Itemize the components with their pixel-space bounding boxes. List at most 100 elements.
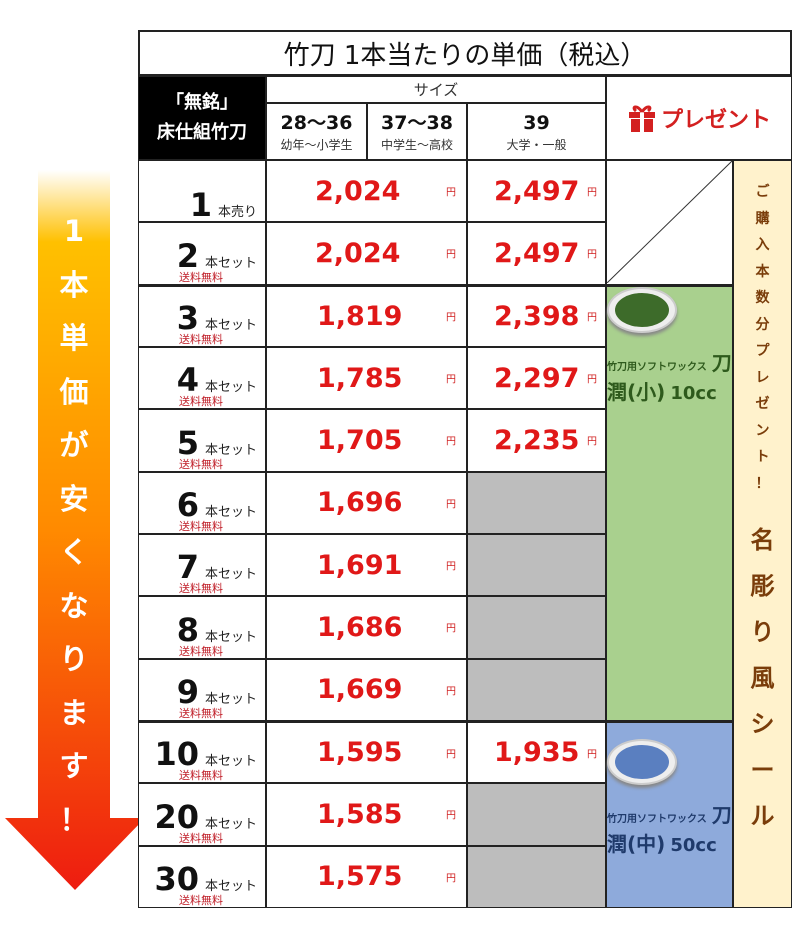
arrow-text-char: す [59, 749, 89, 783]
yen-unit: 円 [446, 374, 456, 386]
arrow-text: 1 本単価が安くなります ！ [38, 205, 110, 847]
yen-unit: 円 [587, 436, 597, 448]
unit: 本セット [204, 504, 257, 520]
price-small: 1,819 円 [266, 284, 467, 347]
yen-unit: 円 [587, 249, 597, 261]
arrow-text-char: が [59, 428, 89, 462]
empty-cell [467, 783, 606, 846]
side-note-char: ト [755, 449, 770, 465]
yen-unit: 円 [587, 187, 597, 199]
side-note-char: 分 [755, 316, 770, 333]
price-value: 1,669 [317, 674, 403, 706]
size-header: サイズ [266, 76, 606, 103]
row-label: 9 本セット 送料無料 [138, 658, 266, 721]
diagonal-line [607, 161, 732, 284]
side-note-char: り [750, 618, 775, 646]
price-value: 2,497 [494, 237, 580, 269]
side-note-char: 本 [755, 263, 770, 280]
yen-unit: 円 [446, 810, 456, 822]
side-note-char: プ [755, 343, 770, 359]
row-label: 3 本セット 送料無料 [138, 284, 266, 347]
row-label: 8 本セット 送料無料 [138, 596, 266, 659]
arrow-text-char: り [59, 642, 89, 676]
present-label: プレゼント [660, 108, 771, 133]
page-title: 竹刀 1本当たりの単価（税込） [138, 30, 792, 76]
unit: 本セット [204, 380, 257, 396]
arrow-text-char: な [59, 588, 89, 623]
unit: 本セット [204, 691, 257, 707]
side-note-char: ゼ [755, 396, 770, 412]
arrow-text-char: 単 [59, 321, 89, 355]
yen-unit: 円 [587, 312, 597, 324]
row-label: 20 本セット 送料無料 [138, 783, 266, 846]
arrow-text-char: 1 [63, 214, 85, 248]
yen-unit: 円 [446, 749, 456, 761]
quantity: 4 [176, 361, 199, 400]
price-small: 2,024 円 [266, 160, 467, 223]
price-value: 1,686 [317, 611, 403, 643]
price-value: 1,935 [494, 737, 580, 769]
yen-unit: 円 [446, 312, 456, 324]
gift-caption: 竹刀用ソフトワックス [607, 813, 707, 825]
price-value: 2,024 [315, 175, 401, 207]
side-note-char: 名 [750, 526, 775, 554]
quantity: 3 [176, 298, 199, 337]
down-arrow-icon [5, 170, 145, 890]
wax-tin-image [607, 286, 677, 333]
gift-item: 竹刀用ソフトワックス 刀潤(小) 10cc [606, 284, 733, 721]
unit: 本セット [204, 754, 257, 770]
price-value: 1,585 [317, 798, 403, 830]
price-large: 2,497 円 [467, 222, 606, 285]
arrow-text-char: 安 [59, 481, 89, 516]
unit: 本セット [204, 255, 257, 271]
price-value: 2,398 [494, 300, 580, 332]
unit: 本セット [204, 629, 257, 645]
side-note: ご購入本数分プレゼント ！ 名彫り風シール [733, 160, 792, 908]
price-value: 2,297 [494, 362, 580, 394]
free-shipping: 送料無料 [179, 395, 223, 409]
arrow-text-char: 本 [59, 267, 89, 302]
empty-diagonal-cell [606, 160, 733, 285]
price-small: 1,575 円 [266, 845, 467, 908]
yen-unit: 円 [587, 374, 597, 386]
yen-unit: 円 [446, 499, 456, 511]
row-label: 30 本セット 送料無料 [138, 845, 266, 908]
price-small: 2,024 円 [266, 222, 467, 285]
free-shipping: 送料無料 [179, 644, 223, 658]
price-small: 1,691 円 [266, 533, 467, 597]
size-column-header: 28〜36 幼年〜小学生 [266, 103, 367, 160]
yen-unit: 円 [446, 686, 456, 698]
side-note-char: ン [755, 422, 770, 439]
price-small: 1,595 円 [266, 720, 467, 784]
free-shipping: 送料無料 [179, 831, 223, 845]
gift-item: 竹刀用ソフトワックス 刀潤(中) 50cc [606, 720, 733, 908]
price-large: 1,935 円 [467, 720, 606, 784]
price-small: 1,669 円 [266, 658, 467, 721]
free-shipping: 送料無料 [179, 332, 223, 346]
age-group: 幼年〜小学生 [280, 138, 353, 152]
price-value: 1,819 [317, 300, 403, 332]
brand-line1: 「無銘」 [166, 92, 238, 113]
gift-volume: 50cc [670, 834, 717, 856]
size-range: 37〜38 [381, 112, 453, 134]
free-shipping: 送料無料 [179, 706, 223, 720]
side-note-char: ！ [755, 475, 770, 492]
row-label: 6 本セット 送料無料 [138, 471, 266, 534]
price-large: 2,497 円 [467, 160, 606, 223]
free-shipping: 送料無料 [179, 270, 223, 284]
unit: 本セット [204, 317, 257, 333]
row-label: 1 本売り [138, 160, 266, 225]
quantity: 7 [176, 548, 199, 587]
price-value: 1,595 [317, 737, 403, 769]
free-shipping: 送料無料 [179, 893, 223, 907]
arrow-text-char: 価 [59, 374, 89, 409]
free-shipping: 送料無料 [179, 519, 223, 533]
side-note-char: 購 [755, 210, 770, 227]
side-note-char: ル [750, 802, 775, 830]
quantity: 2 [176, 236, 199, 275]
gift-name: 刀潤(中) [607, 802, 732, 856]
free-shipping: 送料無料 [179, 582, 223, 596]
row-label: 2 本セット 送料無料 [138, 222, 266, 285]
quantity: 1 [189, 186, 212, 225]
present-header: プレゼント [606, 76, 792, 160]
